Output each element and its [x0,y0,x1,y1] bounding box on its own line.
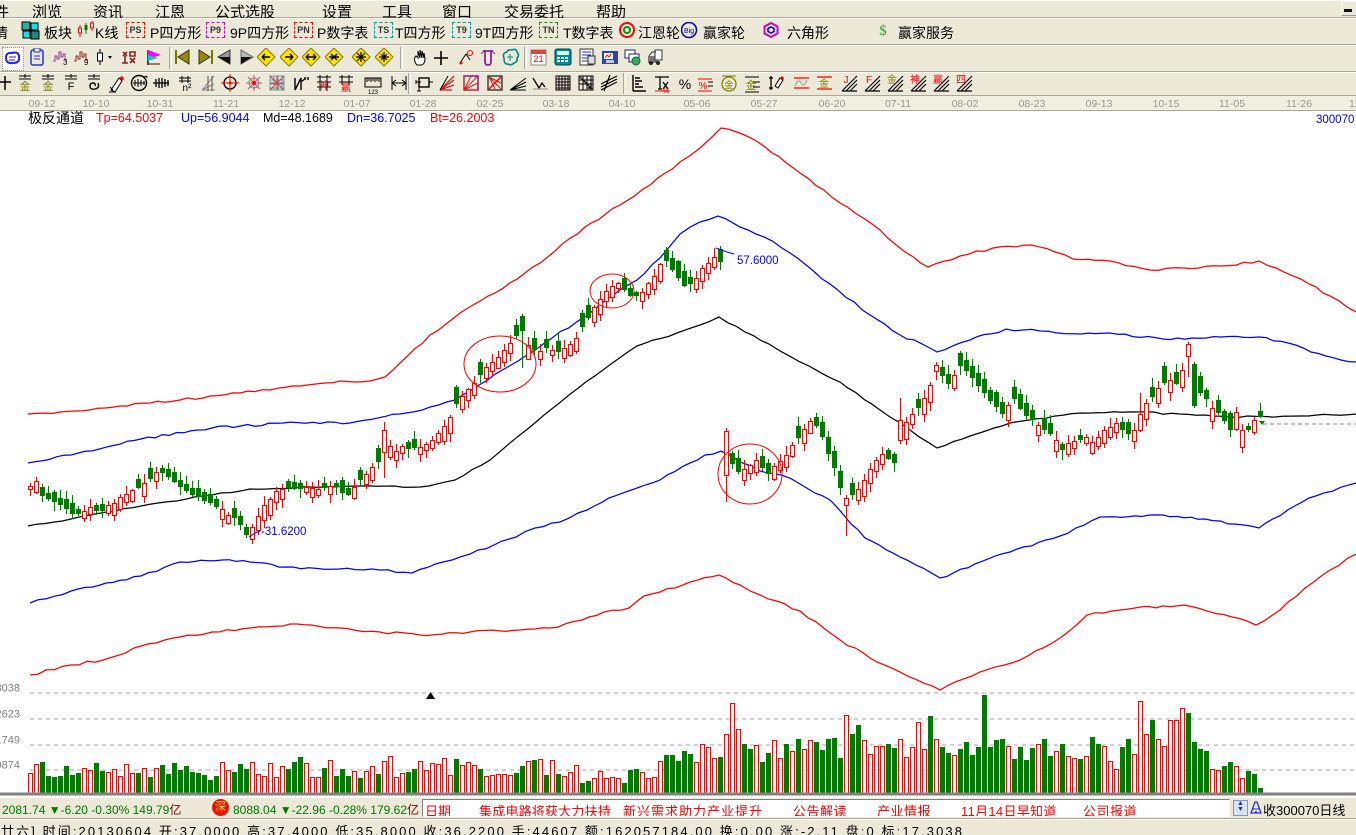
svg-text:10-10: 10-10 [83,98,110,110]
svg-text:3: 3 [63,58,68,66]
svg-text:J: J [844,75,849,86]
svg-text:金: 金 [43,79,54,93]
svg-text:四: 四 [956,75,966,86]
svg-text:92623: 92623 [0,709,20,721]
svg-text:金: 金 [887,74,897,86]
svg-text:神: 神 [910,74,920,86]
svg-text:9: 9 [84,58,89,66]
svg-text:12-12: 12-12 [279,98,306,110]
svg-text:F: F [68,81,75,93]
svg-text:06-20: 06-20 [819,98,846,110]
svg-text:金: 金 [746,78,757,92]
svg-text:123: 123 [368,90,379,95]
svg-text:12: 12 [1349,98,1356,110]
svg-text:赢: 赢 [933,74,943,86]
svg-text:10-31: 10-31 [147,98,174,110]
svg-text:$: $ [879,23,887,39]
svg-text:3038: 3038 [0,683,20,695]
svg-text:07-11: 07-11 [885,98,911,110]
svg-text:02-25: 02-25 [477,98,504,110]
svg-text:金: 金 [20,79,31,93]
svg-text:10-15: 10-15 [1153,98,1180,110]
svg-text:金: 金 [724,79,733,90]
svg-text:300070: 300070 [1316,114,1354,126]
svg-text:Md=48.1689: Md=48.1689 [263,111,333,125]
svg-text:极反通道: 极反通道 [28,110,84,126]
svg-text:F: F [866,75,872,86]
svg-text:03-18: 03-18 [543,98,570,110]
svg-text:-31.6200: -31.6200 [261,526,306,538]
svg-text:21: 21 [533,54,543,64]
svg-text:Bt=26.2003: Bt=26.2003 [430,111,494,125]
svg-text:11-05: 11-05 [1219,98,1245,110]
svg-text:01-28: 01-28 [410,98,437,110]
svg-text:%: % [679,76,691,92]
svg-text:08-23: 08-23 [1019,98,1046,110]
svg-text:%: % [699,81,708,92]
svg-text:Up=56.9044: Up=56.9044 [181,111,250,125]
svg-text:09-12: 09-12 [29,98,56,110]
svg-text:01-07: 01-07 [344,98,371,110]
svg-text:61749: 61749 [0,735,20,747]
svg-text:神: 神 [319,79,329,92]
svg-text:08-02: 08-02 [952,98,979,110]
svg-text:05-06: 05-06 [684,98,711,110]
svg-text:赢: 赢 [341,81,351,93]
svg-text:09-13: 09-13 [1086,98,1113,110]
svg-text:11-21: 11-21 [213,98,239,110]
svg-text:Dn=36.7025: Dn=36.7025 [347,111,416,125]
svg-text:Big: Big [684,28,694,35]
svg-text:04-10: 04-10 [609,98,636,110]
svg-text:30874: 30874 [0,760,20,772]
svg-text:05-27: 05-27 [751,98,778,110]
svg-text:n²: n² [183,83,193,94]
svg-text:11-26: 11-26 [1286,98,1312,110]
svg-text:57.6000: 57.6000 [737,255,779,267]
svg-text:Tp=64.5037: Tp=64.5037 [96,111,163,125]
svg-text:金: 金 [819,77,829,90]
